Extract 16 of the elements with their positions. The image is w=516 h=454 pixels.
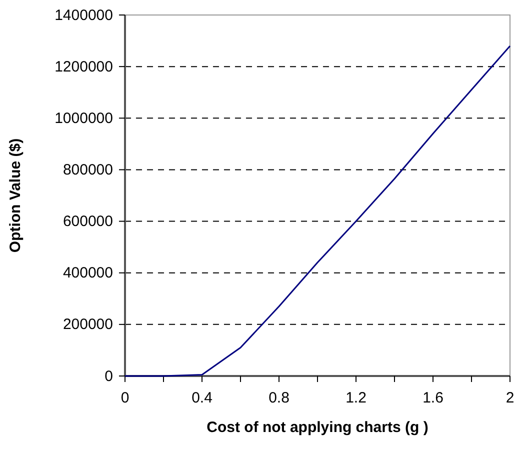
x-tick-label: 1.6 (422, 390, 444, 407)
y-tick-label: 200000 (62, 316, 113, 334)
x-tick-label: 0.8 (268, 390, 290, 407)
y-tick-label: 600000 (62, 213, 113, 230)
x-tick-label: 0.4 (192, 390, 212, 407)
x-axis-title: Cost of not applying charts (g ) (206, 419, 428, 436)
y-tick-label: 800000 (62, 162, 113, 179)
y-tick-label: 1000000 (54, 110, 113, 127)
y-axis-title: Option Value ($) (7, 138, 24, 253)
y-tick-label: 400000 (62, 264, 113, 282)
x-tick-label: 2 (506, 390, 514, 407)
y-tick-label: 1200000 (54, 58, 113, 76)
y-tick-label: 1400000 (54, 6, 113, 24)
x-tick-label: 1.2 (346, 390, 366, 407)
x-tick-label: 0 (120, 390, 130, 407)
y-tick-label: 0 (104, 368, 113, 385)
